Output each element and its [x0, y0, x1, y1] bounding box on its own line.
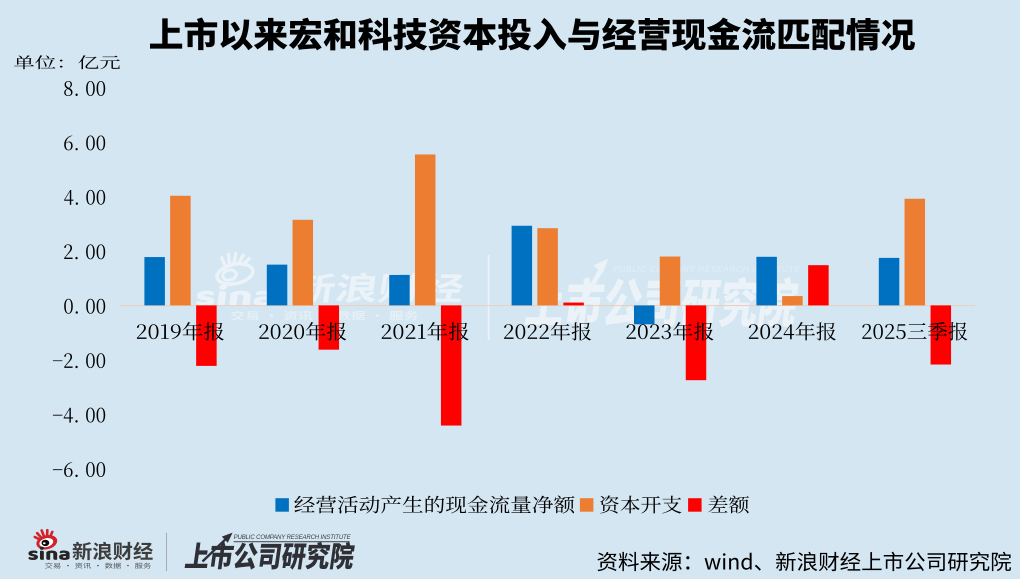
- svg-text:PUBLIC COMPANY RESEARCH INSTIT: PUBLIC COMPANY RESEARCH INSTITUTE: [234, 535, 352, 541]
- svg-text:PUBLIC COMPANY RESEARCH INSTIT: PUBLIC COMPANY RESEARCH INSTITUTE: [613, 264, 800, 274]
